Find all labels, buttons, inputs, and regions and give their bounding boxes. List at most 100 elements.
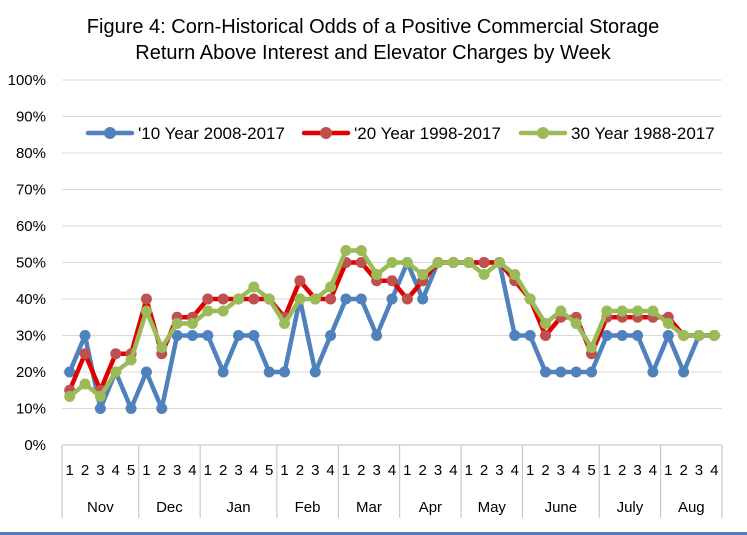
- data-point: [94, 403, 106, 414]
- x-week-label: 4: [188, 462, 196, 479]
- x-month-label: Apr: [419, 499, 442, 516]
- data-point: [601, 305, 613, 317]
- x-month-label: July: [617, 499, 644, 516]
- data-point: [524, 293, 536, 305]
- data-point: [570, 366, 582, 378]
- data-point: [125, 403, 137, 414]
- x-week-label: 1: [204, 462, 212, 479]
- x-week-label: 1: [342, 462, 350, 479]
- x-week-label: 4: [649, 462, 657, 479]
- x-week-label: 3: [173, 462, 181, 479]
- data-point: [156, 342, 168, 354]
- x-week-label: 2: [296, 462, 304, 479]
- data-point: [217, 366, 229, 378]
- x-week-label: 3: [234, 462, 242, 479]
- x-week-label: 1: [526, 462, 534, 479]
- data-point: [294, 293, 306, 305]
- data-point: [478, 269, 490, 281]
- x-month-label: May: [478, 499, 507, 516]
- data-point: [355, 244, 367, 256]
- data-point: [401, 293, 413, 305]
- x-week-label: 2: [357, 462, 365, 479]
- data-point: [447, 257, 459, 268]
- x-month-label: Aug: [678, 499, 705, 516]
- data-point: [678, 366, 690, 378]
- data-point: [140, 366, 152, 378]
- data-point: [632, 330, 644, 341]
- legend-label: '20 Year 1998-2017: [354, 124, 501, 143]
- data-point: [248, 293, 260, 305]
- data-point: [708, 330, 720, 341]
- y-tick-label: 90%: [16, 109, 46, 126]
- y-tick-label: 30%: [16, 328, 46, 345]
- x-week-label: 2: [219, 462, 227, 479]
- x-week-label: 4: [449, 462, 457, 479]
- data-point: [156, 403, 168, 414]
- data-point: [171, 330, 183, 341]
- data-point: [94, 390, 106, 402]
- x-month-label: June: [545, 499, 578, 516]
- data-point: [555, 366, 567, 378]
- data-point: [140, 293, 152, 305]
- x-week-label: 3: [633, 462, 641, 479]
- legend-label: 30 Year 1988-2017: [571, 124, 715, 143]
- x-month-label: Jan: [226, 499, 250, 516]
- data-point: [601, 330, 613, 341]
- data-point: [110, 366, 122, 378]
- data-point: [263, 366, 275, 378]
- x-week-label: 3: [495, 462, 503, 479]
- x-week-label: 1: [142, 462, 150, 479]
- data-point: [202, 293, 214, 305]
- data-point: [401, 257, 413, 268]
- x-week-label: 3: [557, 462, 565, 479]
- data-point: [309, 366, 321, 378]
- data-point: [509, 330, 521, 341]
- data-point: [417, 293, 429, 305]
- data-point: [386, 293, 398, 305]
- data-point: [248, 281, 260, 293]
- data-point: [539, 366, 551, 378]
- x-week-label: 3: [434, 462, 442, 479]
- x-week-label: 4: [112, 462, 120, 479]
- x-week-label: 4: [388, 462, 396, 479]
- data-point: [309, 293, 321, 305]
- x-month-label: Nov: [87, 499, 114, 516]
- series-line: [67, 248, 717, 399]
- y-tick-label: 50%: [16, 255, 46, 272]
- x-week-label: 3: [96, 462, 104, 479]
- y-tick-label: 10%: [16, 401, 46, 418]
- x-week-label: 4: [250, 462, 258, 479]
- y-tick-label: 40%: [16, 291, 46, 308]
- data-point: [386, 275, 398, 287]
- data-point: [678, 330, 690, 341]
- x-week-label: 4: [710, 462, 718, 479]
- legend: '10 Year 2008-2017 '20 Year 1998-2017 30 Y…: [85, 124, 715, 143]
- data-point: [463, 257, 475, 268]
- legend-swatch-marker: [537, 127, 549, 139]
- data-point: [432, 257, 444, 268]
- y-tick-label: 70%: [16, 182, 46, 199]
- y-tick-label: 60%: [16, 218, 46, 235]
- data-point: [647, 366, 659, 378]
- x-week-label: 1: [603, 462, 611, 479]
- data-point: [355, 257, 367, 268]
- legend-swatch-marker: [320, 127, 332, 139]
- data-point: [371, 330, 383, 341]
- data-point: [616, 330, 628, 341]
- series: [64, 244, 720, 414]
- x-week-label: 1: [664, 462, 672, 479]
- data-point: [79, 378, 91, 390]
- data-point: [616, 305, 628, 317]
- data-point: [325, 293, 337, 305]
- chart-title-line: Return Above Interest and Elevator Charg…: [135, 42, 611, 64]
- x-week-label: 4: [511, 462, 519, 479]
- x-week-label: 2: [480, 462, 488, 479]
- series-2: [64, 257, 720, 396]
- data-point: [524, 330, 536, 341]
- x-week-label: 3: [695, 462, 703, 479]
- data-point: [79, 348, 91, 360]
- data-point: [64, 390, 76, 402]
- x-week-label: 1: [66, 462, 74, 479]
